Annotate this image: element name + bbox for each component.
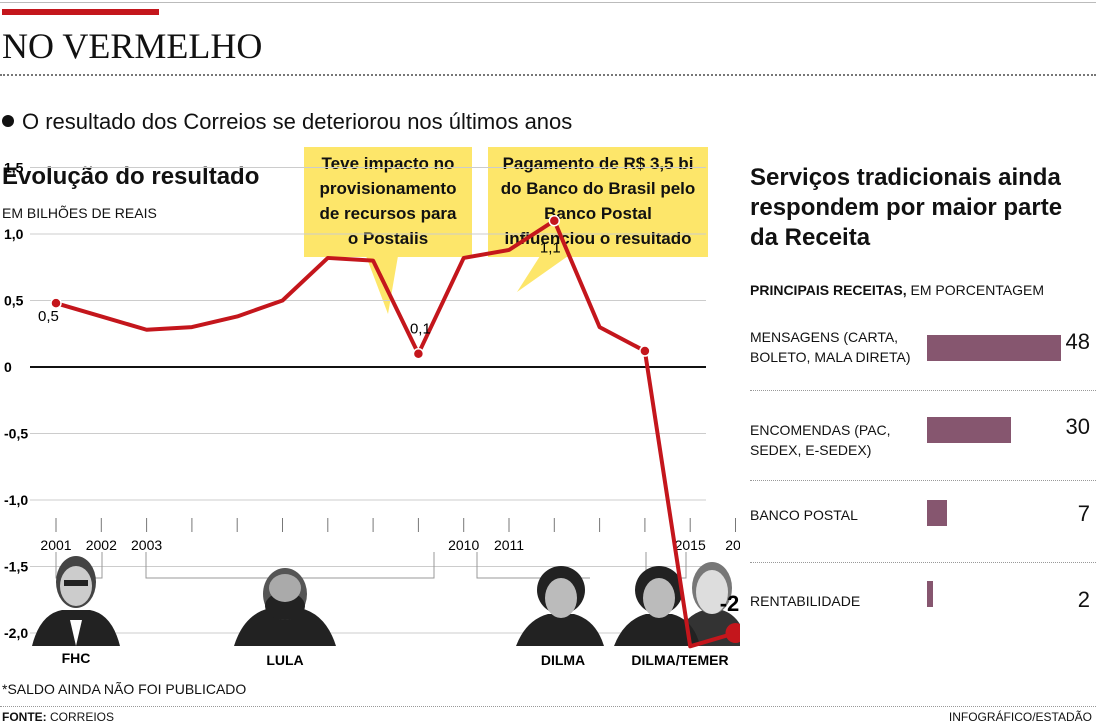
row-divider — [750, 390, 1096, 391]
credit: INFOGRÁFICO/ESTADÃO — [948, 710, 1092, 724]
data-point — [639, 345, 651, 357]
callout-line: provisionamento — [319, 179, 457, 198]
bullet-icon — [2, 115, 14, 127]
source-value: CORREIOS — [46, 710, 115, 724]
data-point-final — [725, 623, 740, 643]
bar-row-encomendas: ENCOMENDAS (PAC, SEDEX, E-SEDEX) 30 — [750, 414, 1096, 464]
data-point — [548, 214, 561, 227]
source-label: FONTE: — [2, 710, 47, 724]
subtitle: O resultado dos Correios se deteriorou n… — [2, 108, 572, 136]
y-tick-label: -2,0 — [4, 625, 28, 641]
callout-pointer — [517, 256, 568, 292]
bar-chart-subtitle-bold: PRINCIPAIS RECEITAS, — [750, 282, 907, 298]
y-tick-label: 0,5 — [4, 293, 24, 309]
bar-chart-subtitle: PRINCIPAIS RECEITAS, EM PORCENTAGEM — [750, 282, 1044, 298]
fhc-portrait — [32, 556, 120, 646]
bar-row-rentabilidade: RENTABILIDADE 2 — [750, 581, 1096, 621]
dilma-portrait — [516, 566, 604, 646]
y-tick-label: -1,5 — [4, 559, 28, 575]
x-tick-label: 2011 — [494, 537, 524, 553]
source: FONTE: CORREIOS — [2, 710, 114, 724]
x-tick-label: 2001 — [40, 537, 71, 553]
bar-mensagens — [927, 335, 1061, 361]
data-point — [412, 347, 425, 360]
callout-line: de recursos para — [319, 204, 457, 223]
y-tick-label: -0,5 — [4, 426, 28, 442]
x-tick-label: 2016* — [725, 537, 740, 553]
bar-value: 7 — [1077, 501, 1090, 526]
row-divider — [750, 480, 1096, 481]
x-tick-label: 2015 — [675, 537, 706, 553]
bar-label: BANCO POSTAL — [750, 507, 858, 523]
x-tick-label: 2003 — [131, 537, 162, 553]
callout-line: Banco Postal — [544, 204, 652, 223]
bar-label: RENTABILIDADE — [750, 593, 861, 609]
line-chart-unit: EM BILHÕES DE REAIS — [2, 205, 157, 221]
president-label-dilma-temer: DILMA/TEMER — [631, 652, 728, 668]
bar-row-mensagens: MENSAGENS (CARTA, BOLETO, MALA DIRETA) 4… — [750, 327, 1096, 371]
footer-divider — [0, 706, 1096, 707]
data-label: 0,1 — [410, 321, 431, 338]
callout-line: Teve impacto no — [321, 154, 455, 173]
footnote: *SALDO AINDA NÃO FOI PUBLICADO — [2, 681, 247, 697]
lula-portrait — [234, 568, 336, 646]
bar-encomendas — [927, 417, 1011, 443]
bar-label: MENSAGENS (CARTA, BOLETO, MALA DIRETA) — [750, 329, 911, 365]
dilma-temer-portrait — [614, 562, 740, 646]
accent-bar — [2, 9, 159, 15]
page-title: NO VERMELHO — [2, 26, 263, 66]
title-divider — [0, 74, 1096, 76]
row-divider — [750, 562, 1096, 563]
y-tick-label: 1,0 — [4, 226, 24, 242]
bar-rentabilidade — [927, 581, 933, 607]
president-label-dilma: DILMA — [541, 652, 585, 668]
bar-chart-title: Serviços tradicionais ainda respondem po… — [750, 164, 1063, 251]
x-tick-label: 2002 — [86, 537, 117, 553]
subtitle-text: O resultado dos Correios se deteriorou n… — [22, 109, 573, 134]
bar-value: 2 — [1077, 587, 1090, 612]
y-tick-label: 1,5 — [4, 160, 24, 176]
y-tick-label: 0 — [4, 359, 12, 375]
line-chart: 1,51,00,50-0,5-1,0-1,5-2,0-2,5 200120022… — [4, 160, 740, 668]
callout-line: Pagamento de R$ 3,5 bi — [502, 154, 694, 173]
data-label: -2 — [720, 591, 740, 616]
callout-line: do Banco do Brasil pelo — [500, 179, 696, 198]
bar-row-banco-postal: BANCO POSTAL 7 — [750, 500, 1096, 535]
bar-label: ENCOMENDAS (PAC, SEDEX, E-SEDEX) — [750, 422, 891, 458]
x-tick-label: 2010 — [448, 537, 479, 553]
data-label: 0,5 — [38, 308, 59, 325]
data-label: 1,1 — [540, 240, 561, 257]
bar-value: 30 — [1065, 414, 1090, 439]
bar-chart-subtitle-rest: EM PORCENTAGEM — [906, 282, 1045, 298]
president-label-fhc: FHC — [62, 650, 91, 666]
line-series — [55, 218, 737, 649]
bar-value: 48 — [1065, 329, 1090, 354]
bar-banco-postal — [927, 500, 947, 526]
top-rule — [0, 2, 1096, 3]
y-tick-label: -1,0 — [4, 492, 28, 508]
president-label-lula: LULA — [266, 652, 303, 668]
data-point — [50, 297, 62, 309]
